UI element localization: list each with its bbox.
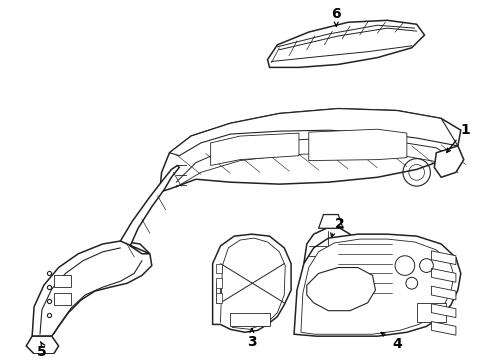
Polygon shape (213, 234, 291, 332)
Polygon shape (307, 267, 375, 311)
Polygon shape (230, 312, 270, 327)
Polygon shape (301, 239, 454, 334)
Text: 5: 5 (37, 345, 47, 359)
Polygon shape (32, 241, 152, 336)
Text: 1: 1 (461, 123, 470, 137)
Polygon shape (216, 278, 222, 288)
Polygon shape (309, 129, 407, 161)
Polygon shape (54, 293, 72, 305)
Polygon shape (268, 20, 424, 67)
Polygon shape (211, 133, 299, 166)
Polygon shape (216, 283, 220, 303)
Polygon shape (431, 321, 456, 335)
Polygon shape (416, 303, 446, 323)
Polygon shape (431, 304, 456, 318)
Polygon shape (431, 251, 456, 265)
Polygon shape (216, 264, 222, 273)
Polygon shape (318, 215, 343, 228)
Polygon shape (170, 109, 458, 156)
Polygon shape (294, 234, 461, 336)
Polygon shape (160, 109, 461, 192)
Polygon shape (431, 269, 456, 282)
Polygon shape (121, 166, 179, 254)
Polygon shape (216, 293, 222, 303)
Text: 6: 6 (331, 8, 341, 22)
Polygon shape (26, 336, 59, 354)
Polygon shape (54, 275, 72, 287)
Polygon shape (304, 228, 354, 270)
Text: 2: 2 (335, 217, 345, 231)
Text: 3: 3 (247, 335, 257, 349)
Polygon shape (431, 286, 456, 300)
Text: 4: 4 (392, 337, 402, 351)
Polygon shape (434, 146, 464, 177)
